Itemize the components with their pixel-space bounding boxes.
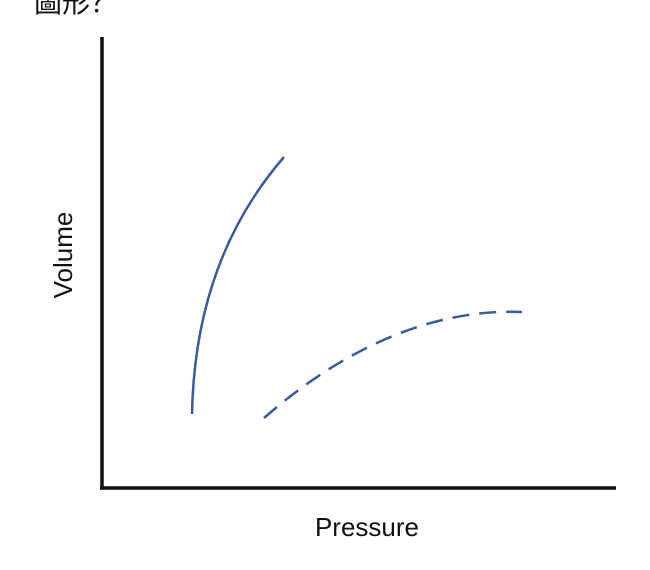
x-axis-label: Pressure — [315, 512, 419, 542]
dashed-curve — [263, 310, 523, 419]
solid-curve — [190, 156, 285, 415]
y-axis-label: Volume — [48, 212, 78, 299]
header-text: 圖形？ — [34, 0, 118, 19]
